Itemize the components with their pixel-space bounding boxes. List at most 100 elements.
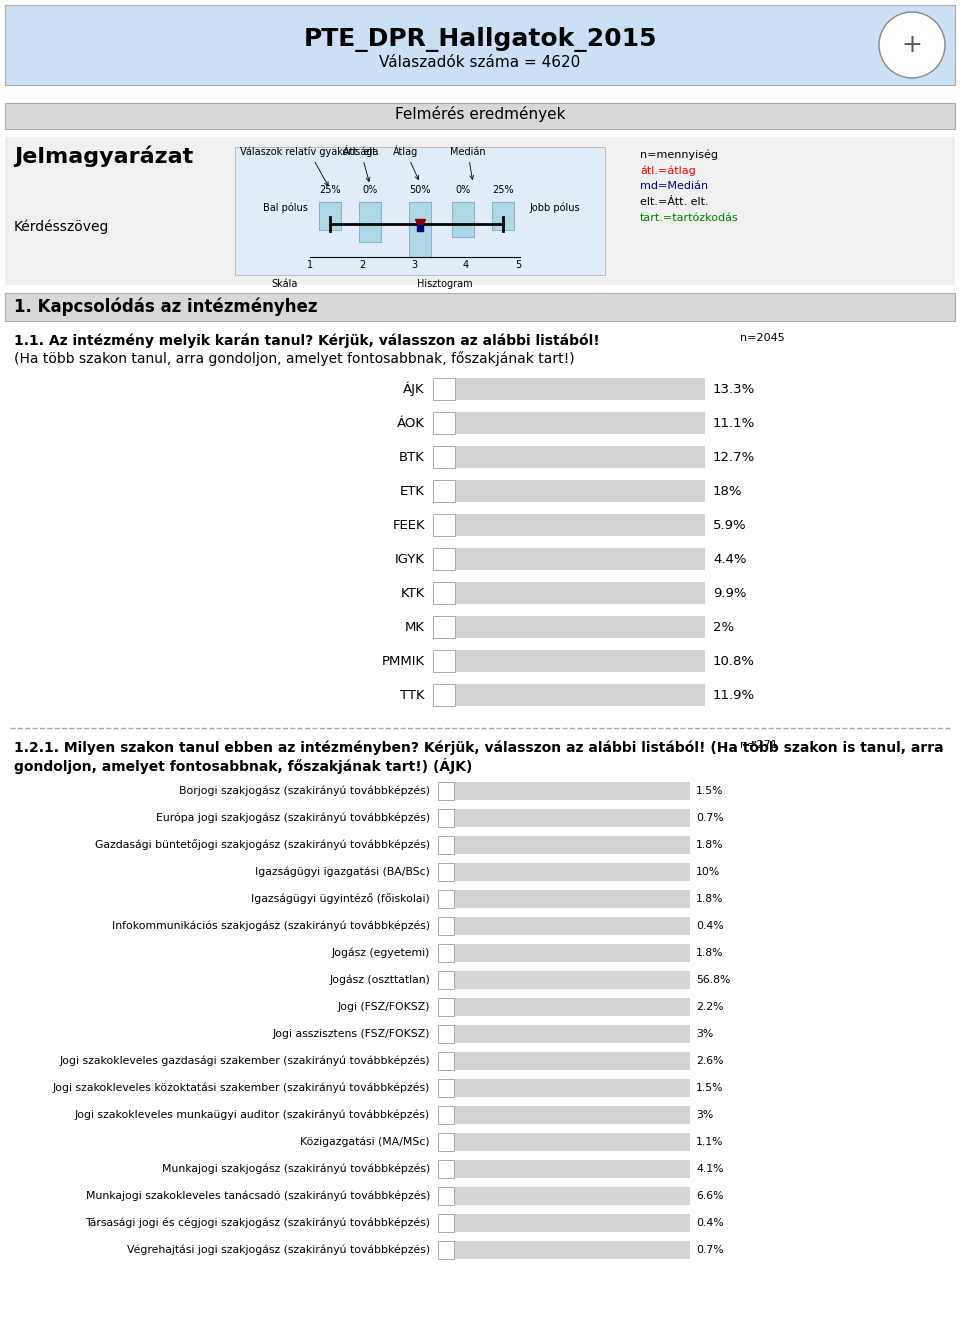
Bar [455, 378, 705, 400]
Text: Munkajogi szakokleveles tanácsadó (szakirányú továbbképzés): Munkajogi szakokleveles tanácsadó (szaki… [85, 1191, 430, 1202]
Bar [438, 1160, 454, 1177]
Text: 13.3%: 13.3% [713, 382, 756, 396]
Text: Társasági jogi és cégjogi szakjogász (szakirányú továbbképzés): Társasági jogi és cégjogi szakjogász (sz… [85, 1218, 430, 1228]
Bar [433, 582, 455, 603]
Text: Jogi szakokleveles közoktatási szakember (szakirányú továbbképzés): Jogi szakokleveles közoktatási szakember… [53, 1082, 430, 1093]
Text: Válaszok relatív gyakorisága: Válaszok relatív gyakorisága [240, 146, 378, 186]
Bar [454, 782, 690, 801]
Text: 1: 1 [307, 260, 313, 270]
Text: Borjogi szakjogász (szakirányú továbbképzés): Borjogi szakjogász (szakirányú továbbkép… [179, 786, 430, 797]
Bar [438, 835, 454, 854]
Text: 25%: 25% [492, 185, 514, 194]
Text: 10.8%: 10.8% [713, 654, 755, 668]
Text: Infokommunikációs szakjogász (szakirányú továbbképzés): Infokommunikációs szakjogász (szakirányú… [112, 921, 430, 931]
Bar [433, 514, 455, 536]
Text: 11.1%: 11.1% [713, 417, 756, 429]
Bar [438, 944, 454, 961]
Text: Munkajogi szakjogász (szakirányú továbbképzés): Munkajogi szakjogász (szakirányú továbbk… [161, 1164, 430, 1175]
Bar [454, 1080, 690, 1097]
Bar [454, 1051, 690, 1070]
Bar [5, 103, 955, 129]
Bar [433, 378, 455, 400]
Text: 5: 5 [515, 260, 521, 270]
Text: 3: 3 [411, 260, 417, 270]
Text: KTK: KTK [400, 586, 425, 599]
Bar [433, 447, 455, 468]
Text: Válaszadók száma = 4620: Válaszadók száma = 4620 [379, 55, 581, 70]
Bar [454, 1025, 690, 1043]
Bar [433, 412, 455, 434]
Bar [359, 202, 381, 241]
Bar [454, 1187, 690, 1206]
Bar [455, 412, 705, 434]
Text: elt.=Átt. elt.: elt.=Átt. elt. [640, 197, 708, 207]
Text: gondoljon, amelyet fontosabbnak, főszakjának tart!) (ÁJK): gondoljon, amelyet fontosabbnak, főszakj… [14, 758, 472, 774]
Text: n=2045: n=2045 [740, 333, 784, 343]
Text: Jogász (egyetemi): Jogász (egyetemi) [331, 948, 430, 959]
Bar [438, 1051, 454, 1070]
Text: 11.9%: 11.9% [713, 688, 756, 701]
Text: tart.=tartózkodás: tart.=tartózkodás [640, 213, 739, 223]
Bar [455, 514, 705, 536]
Bar [438, 864, 454, 881]
Bar [438, 1025, 454, 1043]
Text: 4: 4 [463, 260, 469, 270]
Text: 12.7%: 12.7% [713, 451, 756, 464]
Bar [455, 616, 705, 638]
Text: 50%: 50% [409, 185, 431, 194]
Bar [454, 835, 690, 854]
Text: 10%: 10% [696, 868, 720, 877]
Bar [438, 809, 454, 827]
Bar [454, 864, 690, 881]
Text: 1.1. Az intézmény melyik karán tanul? Kérjük, válasszon az alábbi listából!: 1.1. Az intézmény melyik karán tanul? Ké… [14, 333, 600, 347]
Text: 4.4%: 4.4% [713, 552, 747, 566]
Text: Jelmagyarázat: Jelmagyarázat [14, 145, 193, 166]
Text: Igazságügyi igazgatási (BA/BSc): Igazságügyi igazgatási (BA/BSc) [255, 866, 430, 877]
Circle shape [879, 12, 945, 78]
Text: 1.2.1. Milyen szakon tanul ebben az intézményben? Kérjük, válasszon az alábbi li: 1.2.1. Milyen szakon tanul ebben az inté… [14, 740, 944, 755]
Text: Jogász (oszttatlan): Jogász (oszttatlan) [329, 975, 430, 986]
Bar [455, 650, 705, 672]
Text: Jogi (FSZ/FOKSZ): Jogi (FSZ/FOKSZ) [338, 1002, 430, 1012]
Bar [454, 1133, 690, 1151]
Text: 9.9%: 9.9% [713, 586, 747, 599]
Text: Jogi szakokleveles munkaügyi auditor (szakirányú továbbképzés): Jogi szakokleveles munkaügyi auditor (sz… [75, 1110, 430, 1120]
Text: MK: MK [405, 621, 425, 633]
Bar [454, 1240, 690, 1259]
Text: Átlag: Átlag [393, 145, 419, 180]
Bar [438, 917, 454, 935]
Text: 2.6%: 2.6% [696, 1055, 724, 1066]
Text: ÁOK: ÁOK [397, 417, 425, 429]
Bar [454, 1214, 690, 1232]
Text: 2: 2 [359, 260, 365, 270]
Text: n=271: n=271 [740, 740, 778, 750]
Text: 3%: 3% [696, 1029, 713, 1039]
Text: ÁJK: ÁJK [403, 382, 425, 396]
Text: 1.1%: 1.1% [696, 1137, 724, 1147]
Text: +: + [901, 34, 923, 58]
Bar [438, 890, 454, 908]
Bar [455, 480, 705, 502]
Text: Jobb pólus: Jobb pólus [530, 202, 580, 212]
Text: 2%: 2% [713, 621, 734, 633]
Bar [454, 917, 690, 935]
Text: Skála: Skála [272, 279, 299, 290]
Bar [455, 684, 705, 705]
Text: Hisztogram: Hisztogram [418, 279, 473, 290]
Text: 0%: 0% [455, 185, 470, 194]
Text: TTK: TTK [400, 688, 425, 701]
Bar [433, 684, 455, 705]
Bar [438, 1106, 454, 1124]
Text: 0.7%: 0.7% [696, 1244, 724, 1255]
Text: Jogi szakokleveles gazdasági szakember (szakirányú továbbképzés): Jogi szakokleveles gazdasági szakember (… [60, 1055, 430, 1066]
Text: 1.8%: 1.8% [696, 839, 724, 850]
Bar [454, 944, 690, 961]
Bar [235, 148, 605, 275]
Text: Végrehajtási jogi szakjogász (szakirányú továbbképzés): Végrehajtási jogi szakjogász (szakirányú… [127, 1244, 430, 1255]
Bar [433, 548, 455, 570]
Text: 1.8%: 1.8% [696, 894, 724, 904]
Bar [454, 890, 690, 908]
Text: 4.1%: 4.1% [696, 1164, 724, 1173]
Text: Kérdésszöveg: Kérdésszöveg [14, 219, 109, 233]
Text: 1.5%: 1.5% [696, 1084, 724, 1093]
